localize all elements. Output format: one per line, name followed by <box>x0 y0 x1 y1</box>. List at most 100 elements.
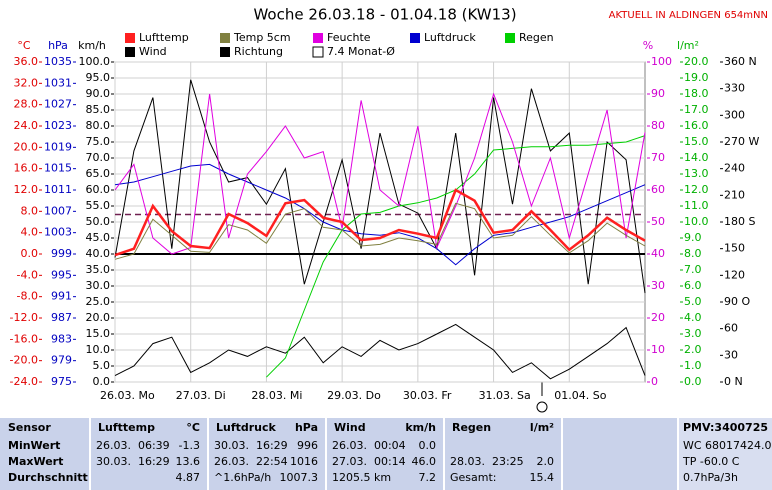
pressure-tick-label: 975 <box>51 375 72 388</box>
cell-value: 1016 <box>290 455 318 468</box>
legend-swatch <box>125 33 135 43</box>
legend-swatch <box>505 33 515 43</box>
station-label: AKTUELL IN ALDINGEN 654mNN <box>609 10 768 21</box>
rain-tick-label: 15.0 <box>684 135 709 148</box>
wind-tick-label: 60.0 <box>86 183 111 196</box>
extra-cell: TP -60.0 C <box>683 455 740 468</box>
stats-table: Sensor Lufttemp °C Luftdruck hPa Wind km/h Rege… <box>0 418 772 490</box>
rain-tick-label: 7.0 <box>684 263 702 276</box>
temp-tick-label: -20.0 <box>10 354 38 367</box>
x-tick-label: 29.03. Do <box>327 389 381 402</box>
wind-tick-label: 30.0 <box>86 279 111 292</box>
axis-unit: °C <box>17 39 31 52</box>
cell-value: 4.87 <box>175 471 201 484</box>
humidity-tick-label: 80 <box>651 119 665 132</box>
rain-tick-label: 12.0 <box>684 183 709 196</box>
x-tick-label: 26.03. Mo <box>100 389 155 402</box>
series-line <box>114 323 646 380</box>
x-tick-label: 31.03. Sa <box>479 389 531 402</box>
pressure-tick-label: 987 <box>51 311 72 324</box>
humidity-tick-label: 50 <box>651 215 665 228</box>
temp-tick-label: -4.0 <box>17 268 38 281</box>
humidity-tick-label: 60 <box>651 183 665 196</box>
humidity-tick-label: 40 <box>651 247 665 260</box>
temp-tick-label: -16.0 <box>10 332 38 345</box>
temp-tick-label: 0.0 <box>21 247 39 260</box>
humidity-tick-label: 70 <box>651 151 665 164</box>
temp-tick-label: -24.0 <box>10 375 38 388</box>
series-line <box>114 92 646 255</box>
axis-unit: l/m² <box>677 39 699 52</box>
grid <box>114 61 645 383</box>
cell-time: 30.03. 16:29 <box>96 455 170 468</box>
cell-time: 1205.5 km <box>332 471 392 484</box>
rain-tick-label: 8.0 <box>684 247 702 260</box>
row-label: MinWert <box>8 439 61 452</box>
rain-tick-label: 2.0 <box>684 343 702 356</box>
x-tick-label: 28.03. Mi <box>251 389 302 402</box>
cursor-handle[interactable] <box>536 401 548 413</box>
row-label: Durchschnitt <box>8 471 88 484</box>
legend-label: Regen <box>519 31 554 44</box>
wind-tick-label: 45.0 <box>86 231 111 244</box>
direction-tick-label: 210 <box>724 188 745 201</box>
rain-tick-label: 13.0 <box>684 167 709 180</box>
column-unit: km/h <box>405 421 436 434</box>
rain-tick-label: 10.0 <box>684 215 709 228</box>
column-separator <box>443 418 445 490</box>
humidity-tick-label: 10 <box>651 343 665 356</box>
temp-tick-label: 20.0 <box>14 140 39 153</box>
legend-label: 7.4 Monat-Ø <box>327 45 395 58</box>
wind-tick-label: 20.0 <box>86 311 111 324</box>
rain-tick-label: 6.0 <box>684 279 702 292</box>
pressure-tick-label: 1015 <box>44 162 72 175</box>
wind-tick-label: 80.0 <box>86 119 111 132</box>
temp-tick-label: 16.0 <box>14 162 39 175</box>
wind-tick-label: 75.0 <box>86 135 111 148</box>
pressure-tick-label: 999 <box>51 247 72 260</box>
direction-tick-label: 300 <box>724 108 745 121</box>
humidity-tick-label: 20 <box>651 311 665 324</box>
column-separator <box>207 418 209 490</box>
temp-tick-label: 28.0 <box>14 98 39 111</box>
cell-value: 7.2 <box>418 471 437 484</box>
wind-tick-label: 5.0 <box>93 359 111 372</box>
legend-label: Lufttemp <box>139 31 189 44</box>
temp-tick-label: 36.0 <box>14 55 39 68</box>
chart-title: Woche 26.03.18 - 01.04.18 (KW13) <box>253 6 516 24</box>
pressure-tick-label: 1019 <box>44 140 72 153</box>
legend-label: Luftdruck <box>424 31 476 44</box>
rain-tick-label: 3.0 <box>684 327 702 340</box>
direction-tick-label: 330 <box>724 82 745 95</box>
rain-tick-label: 4.0 <box>684 311 702 324</box>
direction-tick-label: 270 W <box>724 135 759 148</box>
direction-tick-label: 60 <box>724 322 738 335</box>
pressure-tick-label: 1031 <box>44 76 72 89</box>
wind-tick-label: 40.0 <box>86 247 111 260</box>
pressure-tick-label: 995 <box>51 268 72 281</box>
humidity-tick-label: 100 <box>651 55 672 68</box>
rain-tick-label: 17.0 <box>684 103 709 116</box>
humidity-tick-label: 90 <box>651 87 665 100</box>
cell-time: Gesamt: <box>450 471 497 484</box>
wind-tick-label: 100.0 <box>79 55 111 68</box>
wind-tick-label: 0.0 <box>93 375 111 388</box>
temp-tick-label: -12.0 <box>10 311 38 324</box>
column-separator <box>677 418 679 490</box>
series-line <box>114 202 646 260</box>
wind-tick-label: 90.0 <box>86 87 111 100</box>
wind-tick-label: 50.0 <box>86 215 111 228</box>
wind-tick-label: 15.0 <box>86 327 111 340</box>
direction-tick-label: 90 O <box>724 295 750 308</box>
legend-label: Temp 5cm <box>233 31 291 44</box>
cell-value: 996 <box>297 439 318 452</box>
axis-unit: km/h <box>78 39 106 52</box>
x-tick-label: 27.03. Di <box>176 389 226 402</box>
wind-tick-label: 70.0 <box>86 151 111 164</box>
wind-tick-label: 95.0 <box>86 71 111 84</box>
temp-tick-label: 24.0 <box>14 119 39 132</box>
extra-header: PMV:3400725 <box>683 421 769 434</box>
rain-tick-label: 19.0 <box>684 71 709 84</box>
direction-tick-label: 360 N <box>724 55 757 68</box>
